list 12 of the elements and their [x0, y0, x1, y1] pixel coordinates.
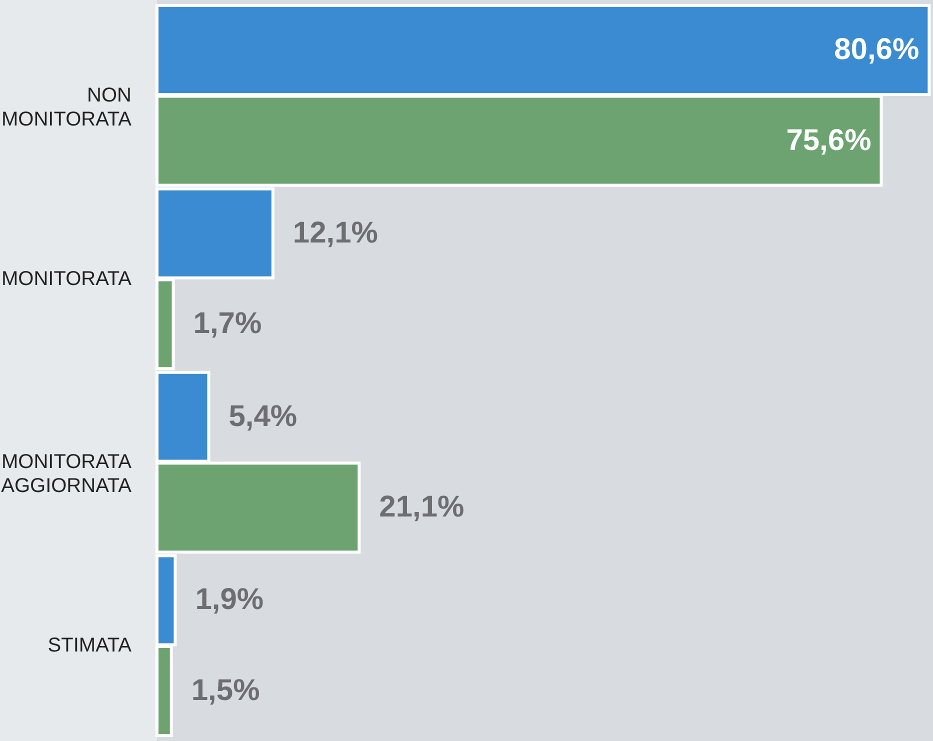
data-label: 80,6% — [834, 32, 920, 66]
data-label: 12,1% — [292, 216, 378, 250]
data-label: 75,6% — [786, 124, 872, 157]
y-tick-label: MONITORATA — [2, 268, 132, 290]
data-label: 1,7% — [193, 307, 262, 340]
y-tick-label: NON MONITORATA — [2, 84, 132, 130]
data-label: 1,5% — [191, 674, 260, 708]
data-label: 5,4% — [228, 400, 298, 433]
data-label: 21,1% — [379, 490, 464, 524]
data-label: 1,9% — [195, 583, 264, 616]
y-tick-label: MONITORATA AGGIORNATA — [1, 451, 132, 498]
y-tick-label: STIMATA — [48, 634, 132, 657]
